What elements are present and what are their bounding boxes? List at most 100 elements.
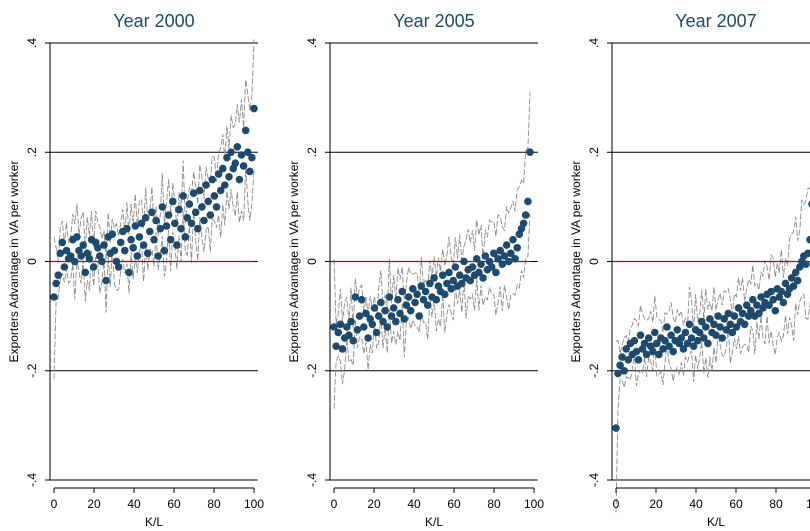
- data-point: [496, 246, 505, 255]
- data-point: [500, 252, 509, 260]
- axes: .4 .2 0 -.2 -.4 0 20 40 60 80 100: [587, 38, 810, 511]
- data-point: [54, 271, 62, 280]
- data-point: [210, 192, 219, 200]
- data-point: [179, 192, 187, 200]
- data-point: [169, 197, 177, 206]
- data-point: [349, 336, 358, 345]
- data-point: [116, 238, 125, 247]
- data-point: [413, 290, 421, 299]
- data-point: [336, 320, 345, 329]
- x-tick-label: 0: [613, 497, 620, 511]
- data-point: [244, 148, 252, 156]
- data-point: [659, 345, 667, 353]
- data-point: [524, 197, 532, 206]
- data-point: [724, 309, 733, 318]
- data-point: [162, 222, 171, 230]
- data-point: [160, 246, 169, 255]
- data-point: [202, 181, 210, 189]
- data-point: [383, 323, 392, 331]
- x-tick-label: 80: [207, 497, 221, 511]
- x-axis-label: K/L: [425, 515, 443, 529]
- data-point: [430, 274, 438, 282]
- x-tick-label: 100: [524, 497, 544, 511]
- panel-year-2005: Year 2005 Exporters Advantage in VA per …: [287, 11, 544, 529]
- data-point: [447, 285, 456, 293]
- axes: .4 .2 0 -.2 -.4 0 20 40 60 80 100: [305, 38, 544, 511]
- data-point: [89, 263, 98, 271]
- data-point: [417, 282, 426, 290]
- data-point: [241, 126, 250, 135]
- band-upper-line: [53, 39, 255, 263]
- data-point: [133, 252, 142, 260]
- data-point: [204, 197, 212, 206]
- y-tick-label: .4: [587, 38, 601, 48]
- data-point: [131, 222, 140, 230]
- data-point: [663, 323, 671, 331]
- data-point: [415, 312, 424, 320]
- y-tick-label: .2: [25, 147, 39, 157]
- y-axis-label: Exporters Advantage in VA per worker: [7, 161, 21, 363]
- data-point: [125, 268, 133, 277]
- data-point: [332, 342, 340, 351]
- data-point: [651, 328, 659, 337]
- data-point: [728, 328, 737, 337]
- data-point: [451, 263, 460, 271]
- data-point: [492, 268, 500, 277]
- data-point: [198, 203, 206, 211]
- data-points: [330, 148, 534, 353]
- data-point: [139, 241, 148, 249]
- data-point: [726, 320, 735, 329]
- data-point: [443, 279, 451, 288]
- data-point: [712, 331, 720, 340]
- data-point: [665, 342, 673, 351]
- data-point: [710, 320, 718, 329]
- data-point: [730, 312, 739, 320]
- data-point: [214, 170, 223, 178]
- data-point: [749, 295, 757, 304]
- data-point: [175, 205, 183, 214]
- data-point: [622, 345, 630, 353]
- data-point: [742, 301, 751, 310]
- data-point: [58, 238, 67, 247]
- data-point: [374, 312, 383, 320]
- data-point: [779, 298, 788, 307]
- data-point: [235, 175, 244, 184]
- data-point: [227, 148, 235, 156]
- data-point: [98, 257, 106, 266]
- data-point: [722, 326, 731, 334]
- confidence-band: [53, 39, 255, 380]
- data-point: [620, 367, 628, 375]
- data-point: [519, 219, 528, 228]
- data-point: [250, 104, 258, 113]
- data-point: [189, 189, 198, 197]
- data-point: [419, 295, 428, 304]
- y-axis-label: Exporters Advantage in VA per worker: [569, 161, 583, 363]
- data-point: [114, 263, 123, 271]
- data-point: [681, 328, 690, 337]
- data-point: [164, 211, 173, 219]
- data-point: [181, 233, 190, 241]
- data-points: [50, 104, 258, 301]
- data-point: [345, 331, 353, 340]
- data-point: [338, 345, 347, 353]
- x-tick-label: 80: [769, 497, 783, 511]
- data-point: [679, 345, 688, 353]
- y-tick-label: .2: [305, 147, 319, 157]
- data-point: [173, 241, 181, 249]
- data-point: [630, 336, 639, 345]
- data-point: [791, 268, 800, 277]
- y-tick-label: -.4: [305, 473, 319, 487]
- data-point: [479, 274, 487, 282]
- data-point: [649, 347, 657, 356]
- data-point: [148, 208, 156, 217]
- data-point: [802, 260, 810, 269]
- data-point: [146, 227, 154, 236]
- data-point: [661, 336, 669, 345]
- data-point: [487, 263, 496, 271]
- x-axis-label: K/L: [145, 515, 163, 529]
- data-point: [152, 216, 160, 225]
- band-lower-line: [615, 293, 810, 513]
- data-point: [421, 287, 430, 296]
- y-tick-label: .2: [587, 147, 601, 157]
